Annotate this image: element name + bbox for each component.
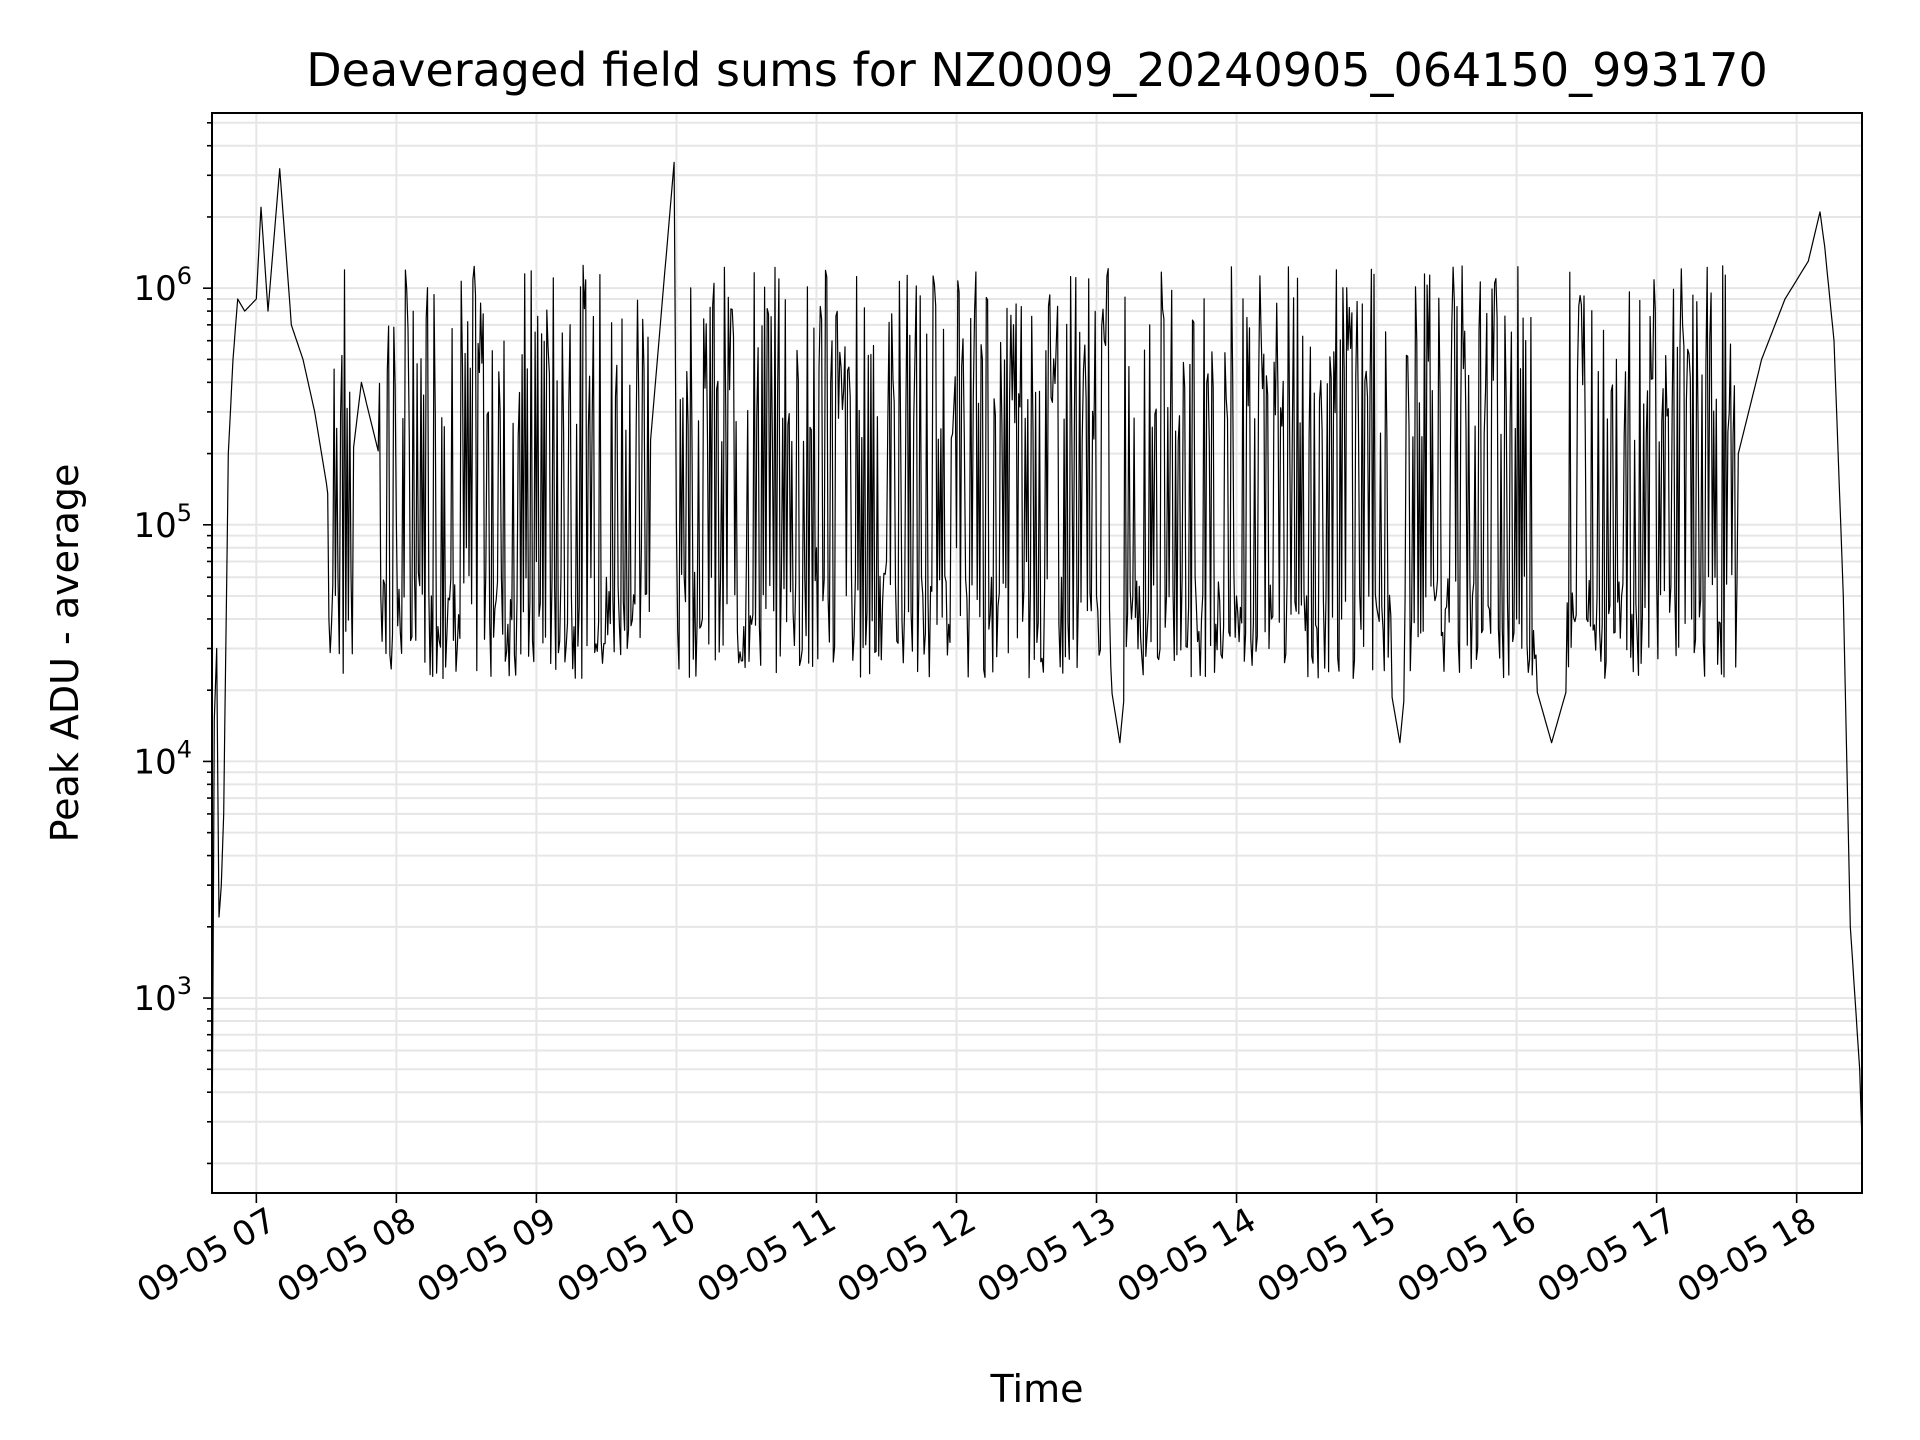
y-tick-label: 104 xyxy=(133,735,192,782)
y-tick-base: 10 xyxy=(133,269,176,309)
y-tick-label: 106 xyxy=(133,262,192,309)
x-axis-label: Time xyxy=(990,1367,1084,1411)
y-tick-exponent: 4 xyxy=(177,735,192,763)
y-tick-exponent: 5 xyxy=(177,499,192,527)
chart-title: Deaveraged field sums for NZ0009_2024090… xyxy=(306,43,1767,97)
plot-frame xyxy=(211,112,1863,1194)
y-tick-label: 105 xyxy=(133,499,192,546)
y-tick-exponent: 6 xyxy=(177,262,192,290)
y-tick-base: 10 xyxy=(133,506,176,546)
y-tick-base: 10 xyxy=(133,742,176,782)
y-tick-exponent: 3 xyxy=(177,972,192,1000)
series-line xyxy=(211,161,1863,1164)
y-axis-label: Peak ADU - average xyxy=(43,464,87,843)
data-layer xyxy=(211,161,1863,1164)
y-tick-label: 103 xyxy=(133,972,192,1019)
y-tick-base: 10 xyxy=(133,979,176,1019)
